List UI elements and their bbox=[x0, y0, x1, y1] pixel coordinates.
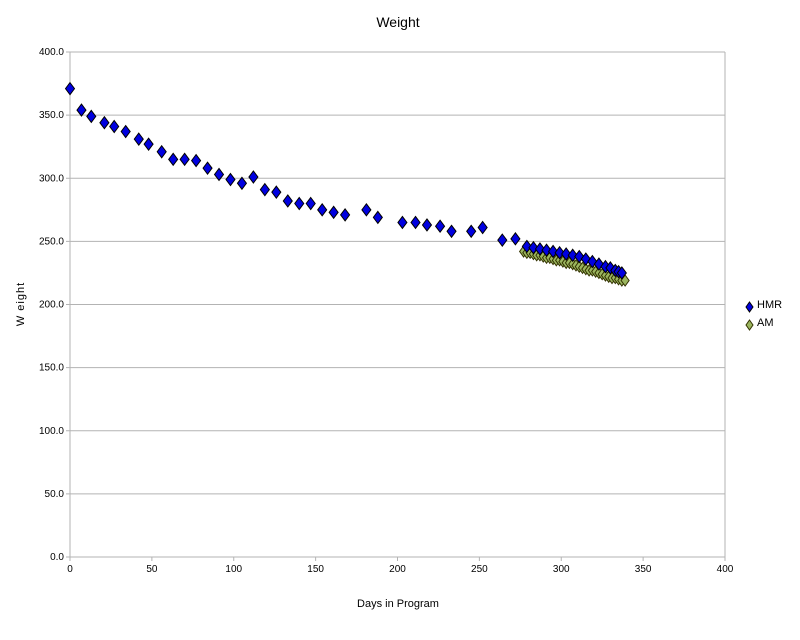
data-point-hmr bbox=[372, 210, 383, 225]
x-tick-label: 50 bbox=[146, 564, 158, 575]
data-point-hmr bbox=[434, 219, 446, 234]
data-point-hmr bbox=[497, 233, 508, 247]
data-point-hmr bbox=[236, 176, 248, 191]
data-point-hmr bbox=[282, 194, 293, 208]
data-point-hmr bbox=[547, 244, 559, 259]
data-point-hmr bbox=[561, 247, 572, 261]
x-tick-label: 400 bbox=[717, 564, 734, 575]
x-tick-label: 150 bbox=[307, 564, 324, 575]
data-point-hmr bbox=[133, 132, 144, 146]
data-point-hmr bbox=[421, 218, 433, 232]
data-point-hmr bbox=[271, 185, 282, 199]
data-point-hmr bbox=[168, 152, 179, 167]
y-tick-label: 400.0 bbox=[39, 47, 64, 58]
data-point-hmr bbox=[605, 261, 616, 275]
y-tick-label: 100.0 bbox=[39, 426, 64, 437]
data-point-hmr bbox=[446, 224, 457, 239]
data-point-hmr bbox=[528, 240, 539, 255]
data-point-hmr bbox=[109, 119, 120, 134]
y-tick-label: 300.0 bbox=[39, 173, 64, 184]
data-point-hmr bbox=[259, 182, 270, 197]
data-point-hmr bbox=[534, 242, 546, 256]
x-tick-label: 100 bbox=[225, 564, 242, 575]
legend-item-am: AM bbox=[745, 317, 782, 331]
data-point-hmr bbox=[510, 232, 521, 246]
data-point-hmr bbox=[202, 161, 213, 175]
chart-title: Weight bbox=[376, 14, 420, 30]
data-point-hmr bbox=[616, 266, 627, 280]
x-tick-label: 350 bbox=[635, 564, 652, 575]
legend-label-hmr: HMR bbox=[757, 299, 783, 311]
data-point-hmr bbox=[99, 115, 110, 130]
data-point-hmr bbox=[521, 239, 532, 254]
data-point-hmr bbox=[190, 153, 202, 168]
data-point-hmr bbox=[361, 202, 372, 217]
data-point-hmr bbox=[317, 202, 328, 217]
data-point-hmr bbox=[305, 196, 316, 211]
x-tick-label: 0 bbox=[67, 564, 73, 575]
data-point-hmr bbox=[156, 144, 167, 159]
y-tick-label: 350.0 bbox=[39, 110, 64, 121]
data-point-hmr bbox=[213, 167, 225, 182]
legend-label-am: AM bbox=[757, 317, 774, 329]
y-tick-label: 250.0 bbox=[39, 236, 64, 247]
data-point-hmr bbox=[294, 196, 305, 211]
data-point-hmr bbox=[574, 249, 585, 264]
data-point-hmr bbox=[567, 248, 578, 263]
data-point-hmr bbox=[248, 170, 259, 184]
legend: HMR AM bbox=[745, 299, 783, 331]
data-point-hmr bbox=[76, 103, 87, 117]
data-point-hmr bbox=[143, 137, 154, 151]
data-point-hmr bbox=[225, 172, 236, 187]
y-tick-label: 0.0 bbox=[50, 552, 64, 563]
data-point-hmr bbox=[397, 215, 408, 230]
data-point-hmr bbox=[410, 215, 421, 230]
data-point-hmr bbox=[554, 245, 565, 260]
hmr-diamond-icon bbox=[745, 300, 754, 313]
data-point-hmr bbox=[86, 109, 97, 124]
data-point-hmr bbox=[120, 124, 131, 139]
x-tick-label: 200 bbox=[389, 564, 406, 575]
data-point-hmr bbox=[580, 252, 591, 266]
data-point-hmr bbox=[466, 224, 477, 239]
y-tick-label: 50.0 bbox=[45, 489, 65, 500]
data-point-hmr bbox=[541, 243, 552, 258]
data-point-hmr bbox=[179, 152, 190, 167]
am-diamond-icon bbox=[745, 318, 754, 331]
x-tick-label: 300 bbox=[553, 564, 570, 575]
data-point-hmr bbox=[339, 208, 351, 222]
y-tick-label: 150.0 bbox=[39, 363, 64, 374]
y-tick-label: 200.0 bbox=[39, 300, 64, 311]
x-tick-label: 250 bbox=[471, 564, 488, 575]
x-axis-title: Days in Program bbox=[357, 598, 439, 610]
data-point-hmr bbox=[64, 81, 76, 96]
legend-item-hmr: HMR bbox=[745, 299, 783, 313]
data-point-hmr bbox=[328, 205, 339, 220]
data-point-hmr bbox=[477, 220, 488, 235]
